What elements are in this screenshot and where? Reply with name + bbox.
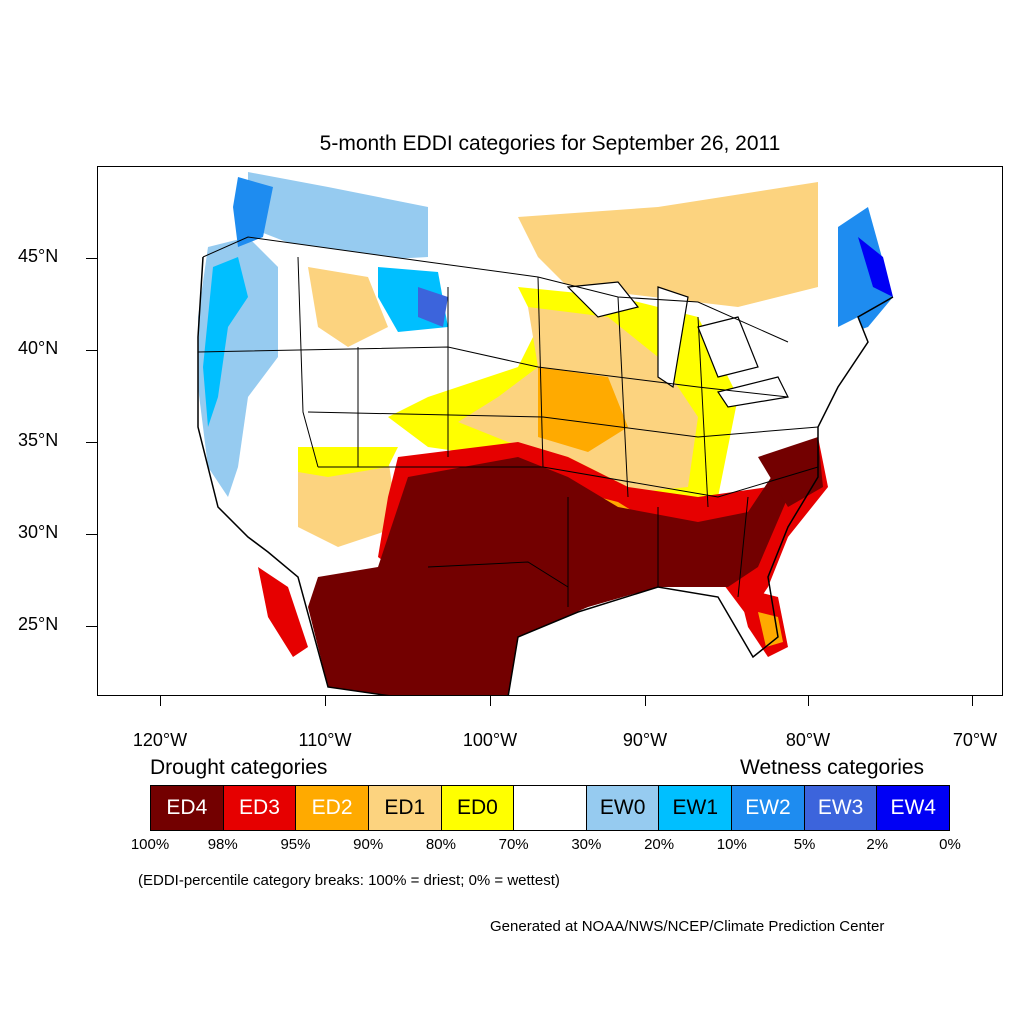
lat-tick-45: [86, 258, 97, 259]
percentile-break-label: 2%: [866, 836, 889, 853]
credit-line: Generated at NOAA/NWS/NCEP/Climate Predi…: [490, 918, 885, 935]
percentile-break-label: 10%: [716, 836, 747, 853]
wetness-categories-heading: Wetness categories: [740, 756, 925, 779]
percentile-break-label: 100%: [130, 836, 170, 853]
percentile-break-label: 80%: [425, 836, 456, 853]
legend-box-ew4: EW4: [877, 786, 950, 830]
canada-wet-region: [248, 172, 428, 262]
idaho-montana-wet2: [418, 287, 448, 327]
southwest-ed1: [298, 457, 398, 547]
lon-label-120: 120°W: [132, 730, 188, 750]
lon-label-90: 90°W: [622, 730, 668, 750]
percentile-break-label: 98%: [207, 836, 238, 853]
southwest-ed0: [298, 447, 398, 477]
category-breaks-note: (EDDI-percentile category breaks: 100% =…: [138, 872, 560, 889]
legend-box-ed1: ED1: [368, 786, 442, 830]
lon-label-100: 100°W: [462, 730, 518, 750]
baja-ed3: [258, 567, 308, 657]
state-borders: [197, 236, 819, 607]
legend-box-ed4: ED4: [151, 786, 224, 830]
canada-dry-region: [518, 182, 818, 307]
percentile-break-label: 5%: [793, 836, 816, 853]
south-ed4: [308, 457, 788, 695]
percentile-break-label: 95%: [280, 836, 311, 853]
lon-label-80: 80°W: [785, 730, 831, 750]
drought-categories-heading: Drought categories: [150, 756, 328, 779]
legend-box-ew3: EW3: [804, 786, 878, 830]
legend-box-ew0: EW0: [586, 786, 660, 830]
map-title: 5-month EDDI categories for September 26…: [319, 132, 781, 155]
percentile-break-label: 90%: [353, 836, 384, 853]
category-legend: ED4 ED3 ED2 ED1 ED0 EW0 EW1 EW2 EW3 EW4: [150, 785, 950, 831]
legend-box-ed2: ED2: [296, 786, 369, 830]
lat-label-25: 25°N: [18, 614, 59, 634]
legend-box-ed3: ED3: [223, 786, 297, 830]
lat-tick-40: [86, 350, 97, 351]
lon-tick-70: [972, 696, 973, 706]
map-canvas: [197, 172, 894, 695]
eddi-map: [97, 166, 1003, 696]
carolinas-ed4: [758, 437, 823, 507]
lon-tick-100: [490, 696, 491, 706]
percentile-break-label: 30%: [571, 836, 602, 853]
midwest-ed2: [538, 367, 628, 452]
legend-box-ew2: EW2: [732, 786, 805, 830]
legend-box-ed0: ED0: [441, 786, 515, 830]
lon-tick-110: [325, 696, 326, 706]
west-coast-wetter: [203, 257, 248, 427]
lat-tick-30: [86, 534, 97, 535]
lat-label-35: 35°N: [18, 430, 59, 450]
quebec-very-wet-region: [858, 237, 893, 297]
percentile-break-label: 0%: [939, 836, 961, 853]
lon-label-110: 110°W: [298, 730, 352, 750]
percentile-break-label: 70%: [498, 836, 529, 853]
lat-tick-35: [86, 442, 97, 443]
percentile-break-label: 20%: [644, 836, 675, 853]
lon-tick-90: [645, 696, 646, 706]
lat-label-30: 30°N: [18, 522, 59, 542]
lon-tick-80: [808, 696, 809, 706]
lat-label-45: 45°N: [18, 246, 59, 266]
lon-tick-120: [160, 696, 161, 706]
lon-label-70: 70°W: [952, 730, 998, 750]
great-lakes: [566, 281, 789, 408]
mountain-ed1: [308, 267, 388, 347]
lat-tick-25: [86, 626, 97, 627]
coastline: [197, 256, 894, 695]
legend-box-neutral: [514, 786, 587, 830]
legend-box-ew1: EW1: [659, 786, 733, 830]
lat-label-40: 40°N: [18, 338, 59, 358]
washington-very-wet: [233, 177, 273, 247]
